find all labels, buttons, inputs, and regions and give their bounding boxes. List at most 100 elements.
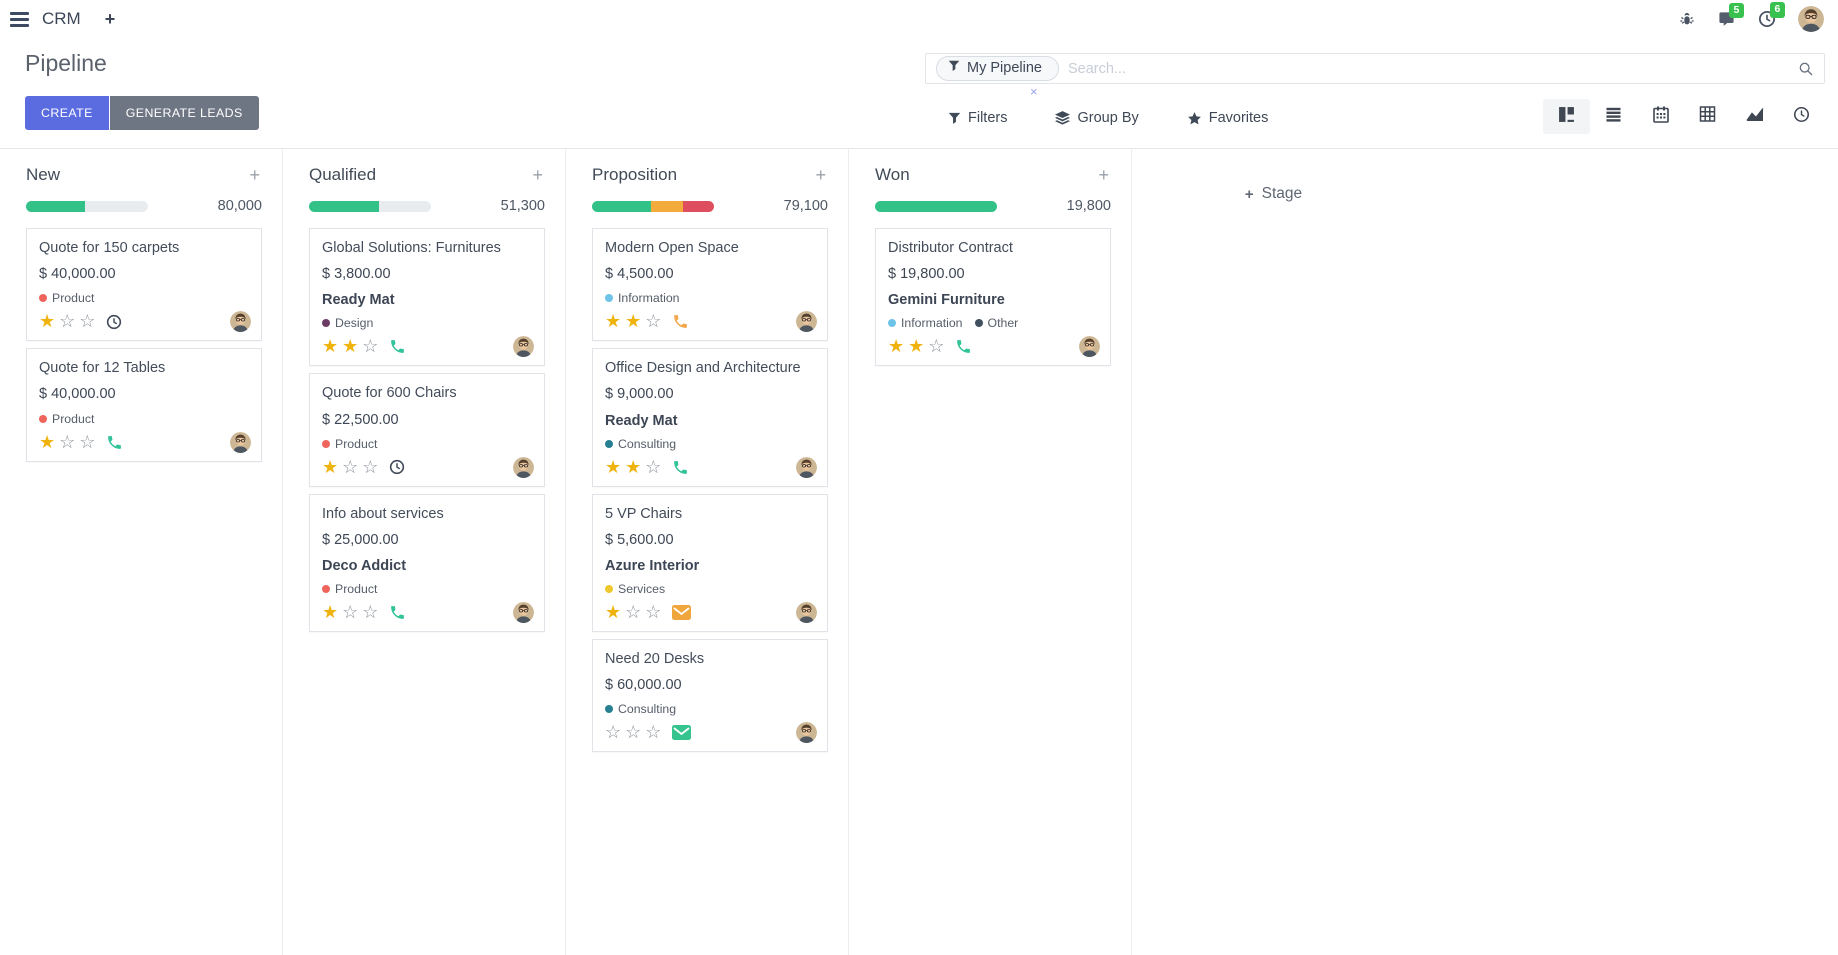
salesperson-avatar[interactable]	[230, 431, 251, 453]
phone-icon[interactable]	[955, 338, 972, 355]
progress-segment[interactable]	[309, 200, 379, 212]
search-icon[interactable]	[1798, 61, 1814, 77]
add-record-button[interactable]: +	[1098, 165, 1109, 185]
star-filled-icon[interactable]: ★	[605, 602, 622, 622]
view-kanban-button[interactable]	[1543, 99, 1590, 134]
column-title[interactable]: Proposition	[592, 165, 678, 184]
phone-icon[interactable]	[389, 604, 406, 621]
salesperson-avatar[interactable]	[796, 722, 817, 744]
star-filled-icon[interactable]: ★	[605, 456, 622, 477]
progress-segment[interactable]	[592, 200, 651, 212]
star-empty-icon[interactable]: ☆	[645, 456, 662, 477]
priority-stars[interactable]: ★ ☆ ☆	[322, 603, 378, 622]
star-empty-icon[interactable]: ☆	[79, 431, 96, 452]
star-filled-icon[interactable]: ★	[888, 336, 905, 357]
star-empty-icon[interactable]: ☆	[342, 602, 359, 622]
activities-clock-icon[interactable]: 6	[1758, 2, 1785, 28]
column-progress-bar[interactable]	[875, 200, 997, 212]
priority-stars[interactable]: ★ ★ ☆	[888, 337, 944, 356]
apps-menu-icon[interactable]	[10, 11, 29, 27]
view-list-button[interactable]	[1590, 99, 1637, 134]
salesperson-avatar[interactable]	[513, 456, 534, 478]
star-empty-icon[interactable]: ☆	[928, 336, 945, 357]
star-empty-icon[interactable]: ☆	[645, 602, 662, 622]
star-filled-icon[interactable]: ★	[322, 456, 339, 477]
salesperson-avatar[interactable]	[796, 456, 817, 478]
column-progress-bar[interactable]	[26, 200, 148, 212]
salesperson-avatar[interactable]	[513, 602, 534, 623]
star-empty-icon[interactable]: ☆	[59, 311, 76, 332]
clock-icon[interactable]	[106, 314, 122, 330]
group-by-menu[interactable]: Group By	[1055, 110, 1139, 126]
priority-stars[interactable]: ★ ★ ☆	[605, 312, 661, 331]
add-stage-button[interactable]: + Stage	[1245, 185, 1302, 203]
star-empty-icon[interactable]: ☆	[645, 311, 662, 332]
clock-icon[interactable]	[389, 459, 405, 475]
kanban-card[interactable]: Need 20 Desks $ 60,000.00 Consulting ☆ ☆ ☆	[592, 639, 828, 753]
column-progress-bar[interactable]	[309, 200, 431, 212]
envelope-icon[interactable]	[672, 725, 692, 741]
progress-segment[interactable]	[650, 200, 684, 212]
salesperson-avatar[interactable]	[796, 311, 817, 333]
kanban-card[interactable]: Quote for 600 Chairs $ 22,500.00 Product …	[309, 373, 545, 487]
salesperson-avatar[interactable]	[230, 311, 251, 333]
star-empty-icon[interactable]: ☆	[362, 456, 379, 477]
star-empty-icon[interactable]: ☆	[342, 456, 359, 477]
add-record-button[interactable]: +	[249, 165, 260, 185]
envelope-icon[interactable]	[672, 605, 692, 620]
star-empty-icon[interactable]: ☆	[362, 336, 379, 357]
priority-stars[interactable]: ★ ☆ ☆	[605, 603, 661, 622]
priority-stars[interactable]: ★ ☆ ☆	[322, 456, 379, 477]
kanban-card[interactable]: Quote for 12 Tables $ 40,000.00 Product ★…	[26, 348, 262, 462]
kanban-card[interactable]: 5 VP Chairs $ 5,600.00 Azure Interior Serv…	[592, 493, 828, 632]
app-name[interactable]: CRM	[42, 9, 81, 28]
view-activity-button[interactable]	[1778, 99, 1825, 134]
view-calendar-button[interactable]	[1637, 99, 1684, 134]
view-pivot-button[interactable]	[1684, 99, 1731, 134]
phone-icon[interactable]	[389, 338, 406, 355]
star-empty-icon[interactable]: ☆	[625, 722, 642, 743]
phone-icon[interactable]	[672, 313, 689, 330]
progress-segment[interactable]	[683, 200, 714, 212]
star-empty-icon[interactable]: ☆	[79, 311, 96, 332]
star-filled-icon[interactable]: ★	[605, 311, 622, 332]
search-input[interactable]: Search...	[1067, 60, 1126, 77]
kanban-card[interactable]: Global Solutions: Furnitures $ 3,800.00 R…	[309, 228, 545, 367]
kanban-card[interactable]: Distributor Contract $ 19,800.00 Gemini F…	[875, 228, 1111, 367]
filters-menu[interactable]: Filters	[948, 110, 1007, 126]
kanban-card[interactable]: Quote for 150 carpets $ 40,000.00 Product…	[26, 228, 262, 342]
priority-stars[interactable]: ★ ☆ ☆	[39, 312, 95, 331]
debug-bug-icon[interactable]	[1679, 11, 1695, 27]
add-record-button[interactable]: +	[532, 165, 543, 185]
progress-segment[interactable]	[26, 200, 85, 212]
kanban-card[interactable]: Info about services $ 25,000.00 Deco Addi…	[309, 493, 545, 632]
star-filled-icon[interactable]: ★	[625, 456, 642, 477]
kanban-card[interactable]: Office Design and Architecture $ 9,000.0…	[592, 348, 828, 487]
user-avatar[interactable]	[1798, 6, 1824, 32]
star-filled-icon[interactable]: ★	[322, 602, 339, 622]
progress-segment[interactable]	[875, 200, 997, 212]
column-progress-bar[interactable]	[592, 200, 714, 212]
favorites-menu[interactable]: Favorites	[1187, 110, 1268, 126]
salesperson-avatar[interactable]	[513, 336, 534, 358]
kanban-card[interactable]: Modern Open Space $ 4,500.00 Information …	[592, 228, 828, 342]
search-bar[interactable]: My Pipeline Search... ×	[925, 53, 1825, 98]
star-empty-icon[interactable]: ☆	[605, 722, 622, 743]
column-title[interactable]: New	[26, 165, 61, 184]
star-filled-icon[interactable]: ★	[39, 311, 56, 332]
star-filled-icon[interactable]: ★	[322, 336, 339, 357]
facet-remove-icon[interactable]: ×	[1030, 84, 1038, 99]
star-empty-icon[interactable]: ☆	[362, 602, 379, 622]
salesperson-avatar[interactable]	[796, 602, 817, 623]
star-filled-icon[interactable]: ★	[625, 311, 642, 332]
column-title[interactable]: Qualified	[309, 165, 377, 184]
salesperson-avatar[interactable]	[1079, 336, 1100, 358]
priority-stars[interactable]: ☆ ☆ ☆	[605, 723, 661, 742]
star-empty-icon[interactable]: ☆	[59, 431, 76, 452]
star-empty-icon[interactable]: ☆	[645, 722, 662, 743]
generate-leads-button[interactable]: GENERATE LEADS	[109, 96, 259, 130]
star-filled-icon[interactable]: ★	[342, 336, 359, 357]
messages-icon[interactable]: 5	[1717, 2, 1744, 28]
navbar-plus-icon[interactable]: +	[104, 8, 116, 29]
phone-icon[interactable]	[106, 434, 123, 451]
